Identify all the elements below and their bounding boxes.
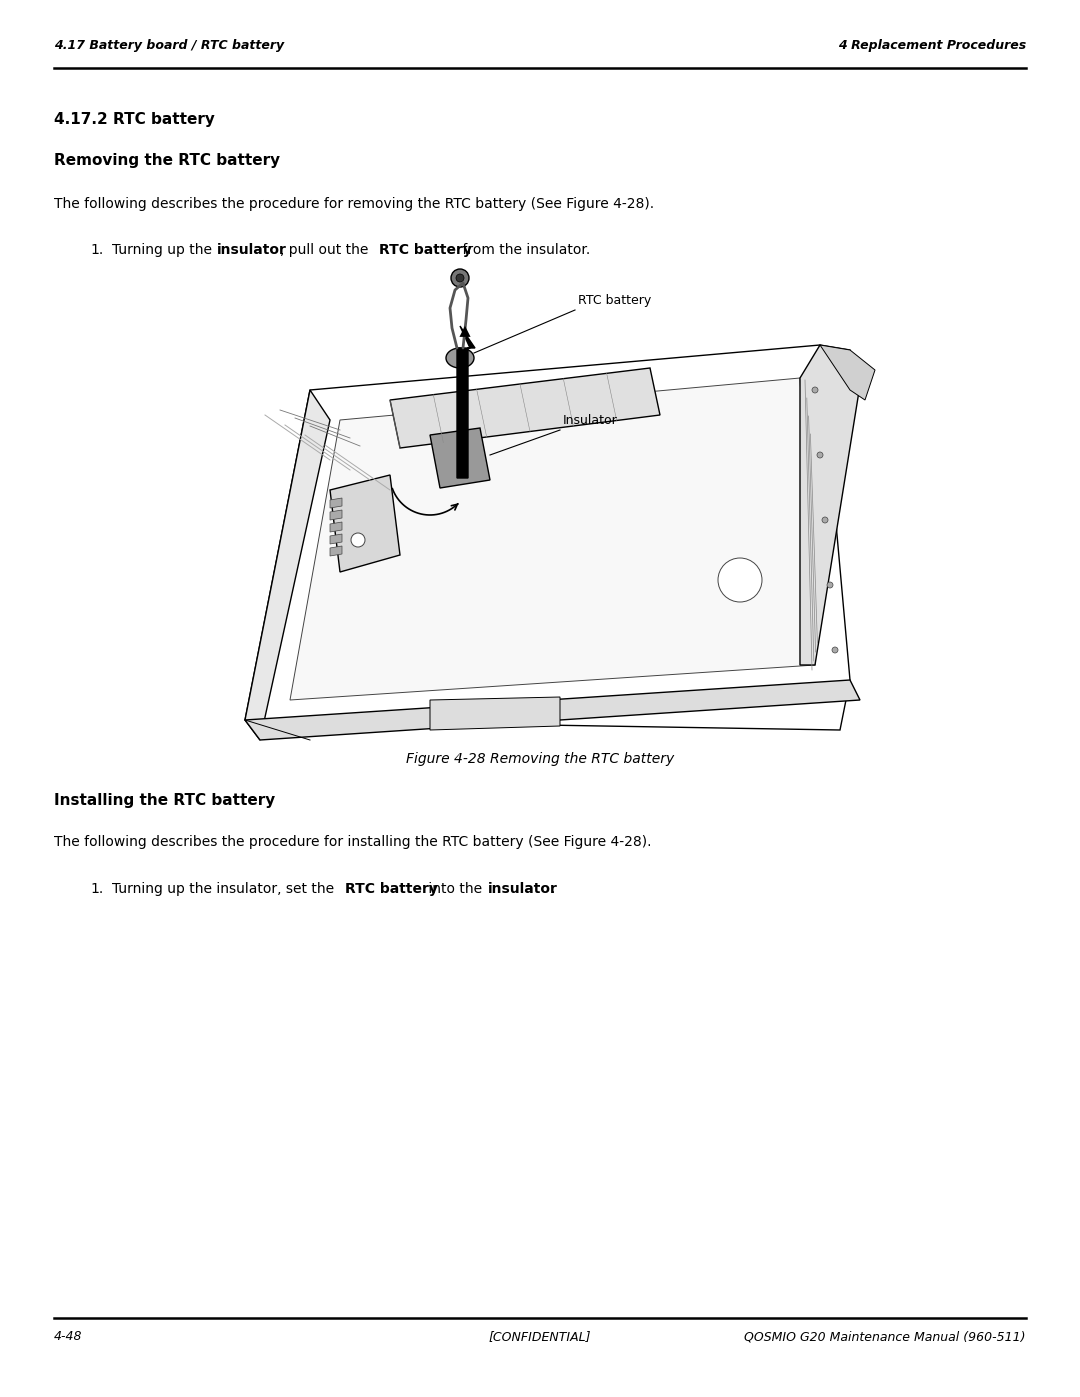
Text: [CONFIDENTIAL]: [CONFIDENTIAL] xyxy=(489,1330,591,1343)
Text: RTC battery: RTC battery xyxy=(345,882,437,895)
Text: The following describes the procedure for installing the RTC battery (See Figure: The following describes the procedure fo… xyxy=(54,835,651,849)
Text: Installing the RTC battery: Installing the RTC battery xyxy=(54,793,275,807)
Text: Insulator: Insulator xyxy=(563,414,618,427)
Text: 1.: 1. xyxy=(90,243,104,257)
Circle shape xyxy=(451,270,469,286)
Text: 4 Replacement Procedures: 4 Replacement Procedures xyxy=(838,39,1026,52)
Text: 4.17 Battery board / RTC battery: 4.17 Battery board / RTC battery xyxy=(54,39,284,52)
Text: Turning up the: Turning up the xyxy=(112,243,216,257)
Text: Figure 4-28 Removing the RTC battery: Figure 4-28 Removing the RTC battery xyxy=(406,752,674,766)
Polygon shape xyxy=(330,534,342,543)
Circle shape xyxy=(812,387,818,393)
Text: 4-48: 4-48 xyxy=(54,1330,82,1343)
Text: Removing the RTC battery: Removing the RTC battery xyxy=(54,154,280,168)
Text: into the: into the xyxy=(424,882,486,895)
Text: 1.: 1. xyxy=(90,882,104,895)
Text: RTC battery: RTC battery xyxy=(379,243,472,257)
Circle shape xyxy=(827,583,833,588)
Text: 4.17.2 RTC battery: 4.17.2 RTC battery xyxy=(54,112,215,127)
Text: insulator: insulator xyxy=(217,243,287,257)
Text: The following describes the procedure for removing the RTC battery (See Figure 4: The following describes the procedure fo… xyxy=(54,197,654,211)
Circle shape xyxy=(816,453,823,458)
Polygon shape xyxy=(330,475,400,571)
Text: RTC battery: RTC battery xyxy=(578,293,651,307)
Text: QOSMIO G20 Maintenance Manual (960-511): QOSMIO G20 Maintenance Manual (960-511) xyxy=(744,1330,1026,1343)
Polygon shape xyxy=(430,697,561,731)
Polygon shape xyxy=(390,367,660,448)
Text: , pull out the: , pull out the xyxy=(280,243,373,257)
Circle shape xyxy=(718,557,762,602)
Circle shape xyxy=(351,534,365,548)
Circle shape xyxy=(832,647,838,652)
Polygon shape xyxy=(245,345,850,731)
Polygon shape xyxy=(457,326,475,478)
Polygon shape xyxy=(800,345,860,665)
Polygon shape xyxy=(330,522,342,532)
Text: from the insulator.: from the insulator. xyxy=(458,243,591,257)
Polygon shape xyxy=(330,510,342,520)
Circle shape xyxy=(456,274,464,282)
Polygon shape xyxy=(430,427,490,488)
Polygon shape xyxy=(291,379,815,700)
Text: insulator: insulator xyxy=(488,882,558,895)
Circle shape xyxy=(822,517,828,522)
Text: .: . xyxy=(551,882,555,895)
Polygon shape xyxy=(245,390,330,740)
Text: Turning up the insulator, set the: Turning up the insulator, set the xyxy=(112,882,338,895)
Polygon shape xyxy=(245,680,860,740)
Polygon shape xyxy=(820,345,875,400)
Polygon shape xyxy=(330,497,342,509)
Ellipse shape xyxy=(446,348,474,367)
Polygon shape xyxy=(330,546,342,556)
